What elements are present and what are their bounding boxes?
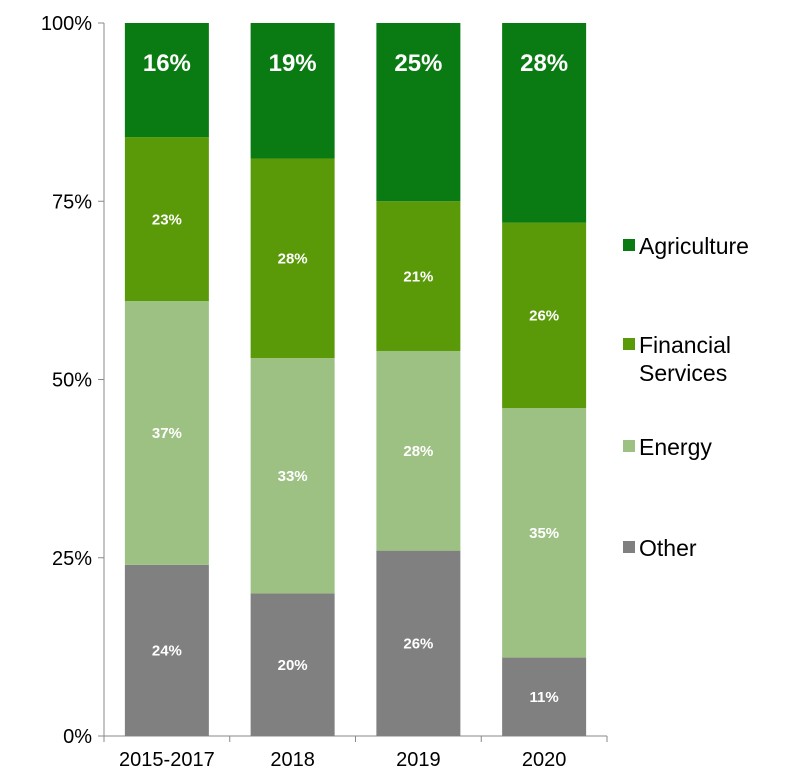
bar-segment [376,350,461,551]
data-label: 23% [152,211,182,228]
bar-segment [250,358,335,594]
data-label: 35% [529,525,559,542]
legend-label: Agriculture [639,233,749,259]
data-label: 25% [394,50,442,77]
x-tick-label: 2020 [522,749,567,771]
bar-segment [124,23,209,138]
x-tick-label: 2015-2017 [119,749,215,771]
legend-swatch [623,338,635,350]
data-label: 37% [152,425,182,442]
x-tick-label: 2019 [396,749,441,771]
y-tick-label: 50% [52,370,92,392]
bar-segment [250,158,335,359]
data-label: 11% [530,689,559,706]
legend-label: Other [639,535,697,561]
data-label: 28% [403,443,433,460]
bar-segment [376,550,461,736]
legend-label: Energy [639,434,712,460]
x-tick-label: 2018 [270,749,315,771]
y-tick-label: 25% [52,548,92,570]
data-label: 26% [529,308,559,325]
bar-segment [502,657,587,736]
bar-segment [124,564,209,736]
bar-segment [502,408,587,658]
legend-item: Financial Services [623,332,731,386]
bar-segment [376,23,461,202]
y-tick-label: 100% [41,13,92,35]
data-label: 33% [278,468,308,485]
bar-segment [124,301,209,565]
y-tick-label: 0% [63,726,92,748]
data-label: 28% [278,251,308,268]
data-label: 28% [520,50,568,77]
legend-label: Financial Services [639,332,731,386]
data-label: 24% [152,643,182,660]
legend-item: Agriculture [623,233,749,259]
bar-segment [124,137,209,302]
data-label: 21% [403,268,433,285]
legend-swatch [623,440,635,452]
bar-segment [376,201,461,351]
legend-item: Other [623,535,697,561]
bar-segment [502,23,587,223]
bar-segment [250,23,335,159]
data-label: 16% [143,50,191,77]
data-label: 20% [278,657,308,674]
legend-item: Energy [623,434,712,460]
data-label: 19% [269,50,317,77]
legend-swatch [623,541,635,553]
bar-segment [250,593,335,736]
legend-swatch [623,239,635,251]
y-tick-label: 75% [52,191,92,213]
data-label: 26% [403,636,433,653]
bar-segment [502,222,587,409]
